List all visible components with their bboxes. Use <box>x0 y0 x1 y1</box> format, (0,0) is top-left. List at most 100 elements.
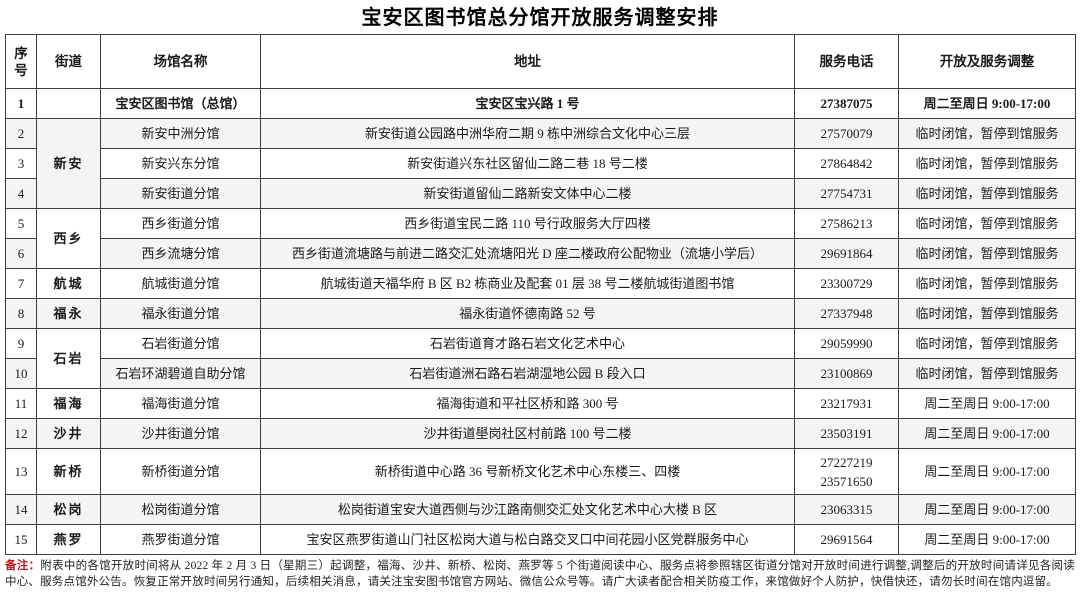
phone-number: 23217931 <box>820 396 873 411</box>
phone-number: 23063315 <box>820 502 873 517</box>
cell-serial-number: 12 <box>5 418 37 449</box>
cell-street: 松岗 <box>36 494 101 525</box>
cell-venue-name: 福永街道分馆 <box>100 298 261 329</box>
table-row: 11 福海 福海街道分馆 福海街道和平社区桥和路 300 号 23217931 周二至周日… <box>5 388 1076 419</box>
cell-service-phone: 27586213 <box>794 208 899 239</box>
column-header: 场馆名称 <box>100 34 261 89</box>
cell-venue-name: 新安街道分馆 <box>100 178 261 209</box>
cell-street <box>36 88 101 119</box>
phone-number: 27227219 <box>820 454 873 470</box>
phone-number: 27864842 <box>820 156 873 171</box>
cell-service-phone: 27337948 <box>794 298 899 329</box>
cell-address: 航城街道天福华府 B 区 B2 栋商业及配套 01 层 38 号二楼航城街道图书… <box>260 268 795 299</box>
cell-service-phone: 27864842 <box>794 148 899 179</box>
cell-address: 新桥街道中心路 36 号新桥文化艺术中心东楼三、四楼 <box>260 448 795 495</box>
cell-service-adjustment: 临时闭馆，暂停到馆服务 <box>898 208 1076 239</box>
table-row: 8 福永 福永街道分馆 福永街道怀德南路 52 号 27337948 临时闭馆，暂停到馆服… <box>5 298 1076 329</box>
table-row: 3 新安兴东分馆 新安街道兴东社区留仙二路二巷 18 号二楼 27864842 临时闭馆… <box>5 148 1076 179</box>
cell-service-phone: 29059990 <box>794 328 899 359</box>
footnote: 备注：附表中的各馆开放时间将从 2022 年 2 月 3 日（星期三）起调整，福… <box>5 558 1075 590</box>
phone-number: 23571650 <box>820 473 873 489</box>
cell-service-phone: 23300729 <box>794 268 899 299</box>
phone-number: 27337948 <box>820 306 873 321</box>
cell-serial-number: 3 <box>5 148 37 179</box>
table-row: 4 新安街道分馆 新安街道留仙二路新安文体中心二楼 27754731 临时闭馆，暂停到馆… <box>5 178 1076 209</box>
cell-street: 新桥 <box>36 448 101 495</box>
cell-venue-name: 西乡流塘分馆 <box>100 238 261 269</box>
page-title: 宝安区图书馆总分馆开放服务调整安排 <box>361 7 719 29</box>
cell-venue-name: 航城街道分馆 <box>100 268 261 299</box>
table-row: 7 航城 航城街道分馆 航城街道天福华府 B 区 B2 栋商业及配套 01 层 38 … <box>5 268 1076 299</box>
cell-serial-number: 2 <box>5 118 37 149</box>
phone-number: 27586213 <box>820 216 873 231</box>
cell-service-adjustment: 周二至周日 9:00-17:00 <box>898 88 1076 119</box>
cell-serial-number: 1 <box>5 88 37 119</box>
cell-serial-number: 11 <box>5 388 37 419</box>
cell-serial-number: 5 <box>5 208 37 239</box>
phone-number: 23100869 <box>820 366 873 381</box>
cell-address: 新安街道兴东社区留仙二路二巷 18 号二楼 <box>260 148 795 179</box>
footnote-label: 备注： <box>5 560 41 572</box>
cell-service-phone: 29691864 <box>794 238 899 269</box>
phone-number: 27387075 <box>820 96 873 111</box>
table-row: 9 石岩 石岩街道分馆 石岩街道育才路石岩文化艺术中心 29059990 临时闭馆，暂停到… <box>5 328 1076 389</box>
cell-street: 石岩 <box>36 328 101 389</box>
cell-street: 福永 <box>36 298 101 329</box>
cell-service-adjustment: 临时闭馆，暂停到馆服务 <box>898 148 1076 179</box>
cell-street: 沙井 <box>36 418 101 449</box>
cell-address: 福海街道和平社区桥和路 300 号 <box>260 388 795 419</box>
cell-service-phone: 27227219 23571650 <box>794 448 899 495</box>
cell-address: 宝安区燕罗街道山门社区松岗大道与松白路交叉口中间花园小区党群服务中心 <box>260 524 795 555</box>
table-row: 14 松岗 松岗街道分馆 松岗街道宝安大道西侧与沙江路南侧交汇处文化艺术中心大楼 B … <box>5 494 1076 525</box>
library-schedule-table: 序号 街道 场馆名称 地址 服务电话 开放及服务调整 1 宝安区图书馆（总馆） 宝安区宝兴路 … <box>5 34 1076 555</box>
cell-serial-number: 10 <box>5 358 37 389</box>
cell-address: 新安街道留仙二路新安文体中心二楼 <box>260 178 795 209</box>
cell-venue-name: 燕罗街道分馆 <box>100 524 261 555</box>
cell-street: 西乡 <box>36 208 101 269</box>
cell-service-phone: 27570079 <box>794 118 899 149</box>
phone-number: 27754731 <box>820 186 873 201</box>
phone-number: 29059990 <box>820 336 873 351</box>
table-row: 12 沙井 沙井街道分馆 沙井街道壆岗社区村前路 100 号二楼 23503191 周二至… <box>5 418 1076 449</box>
cell-serial-number: 14 <box>5 494 37 525</box>
cell-service-adjustment: 临时闭馆，暂停到馆服务 <box>898 268 1076 299</box>
cell-address: 新安街道公园路中洲华府二期 9 栋中洲综合文化中心三层 <box>260 118 795 149</box>
table-header-row: 序号 街道 场馆名称 地址 服务电话 开放及服务调整 <box>5 34 1076 89</box>
cell-venue-name: 新安兴东分馆 <box>100 148 261 179</box>
cell-address: 宝安区宝兴路 1 号 <box>260 88 795 119</box>
footnote-text: 附表中的各馆开放时间将从 2022 年 2 月 3 日（星期三）起调整，福海、沙… <box>5 560 1075 588</box>
cell-address: 松岗街道宝安大道西侧与沙江路南侧交汇处文化艺术中心大楼 B 区 <box>260 494 795 525</box>
cell-venue-name: 新桥街道分馆 <box>100 448 261 495</box>
cell-service-adjustment: 临时闭馆，暂停到馆服务 <box>898 358 1076 389</box>
phone-number: 27570079 <box>820 126 873 141</box>
cell-address: 西乡街道宝民二路 110 号行政服务大厅四楼 <box>260 208 795 239</box>
table-row: 13 新桥 新桥街道分馆 新桥街道中心路 36 号新桥文化艺术中心东楼三、四楼 2722… <box>5 448 1076 495</box>
cell-service-adjustment: 临时闭馆，暂停到馆服务 <box>898 328 1076 359</box>
cell-service-phone: 27387075 <box>794 88 899 119</box>
cell-venue-name: 宝安区图书馆（总馆） <box>100 88 261 119</box>
cell-service-adjustment: 周二至周日 9:00-17:00 <box>898 524 1076 555</box>
table-row: 15 燕罗 燕罗街道分馆 宝安区燕罗街道山门社区松岗大道与松白路交叉口中间花园小区党群… <box>5 524 1076 555</box>
cell-serial-number: 4 <box>5 178 37 209</box>
cell-service-phone: 23503191 <box>794 418 899 449</box>
cell-address: 福永街道怀德南路 52 号 <box>260 298 795 329</box>
cell-serial-number: 13 <box>5 448 37 495</box>
cell-service-phone: 23217931 <box>794 388 899 419</box>
cell-service-adjustment: 周二至周日 9:00-17:00 <box>898 418 1076 449</box>
cell-venue-name: 西乡街道分馆 <box>100 208 261 239</box>
column-header: 地址 <box>260 34 795 89</box>
cell-venue-name: 新安中洲分馆 <box>100 118 261 149</box>
cell-venue-name: 福海街道分馆 <box>100 388 261 419</box>
phone-number: 23300729 <box>820 276 873 291</box>
phone-number: 29691864 <box>820 246 873 261</box>
cell-service-phone: 27754731 <box>794 178 899 209</box>
cell-serial-number: 15 <box>5 524 37 555</box>
cell-venue-name: 松岗街道分馆 <box>100 494 261 525</box>
cell-service-adjustment: 临时闭馆，暂停到馆服务 <box>898 298 1076 329</box>
cell-street: 福海 <box>36 388 101 419</box>
cell-serial-number: 7 <box>5 268 37 299</box>
column-header: 街道 <box>36 34 101 89</box>
column-header: 序号 <box>5 34 37 89</box>
cell-serial-number: 8 <box>5 298 37 329</box>
